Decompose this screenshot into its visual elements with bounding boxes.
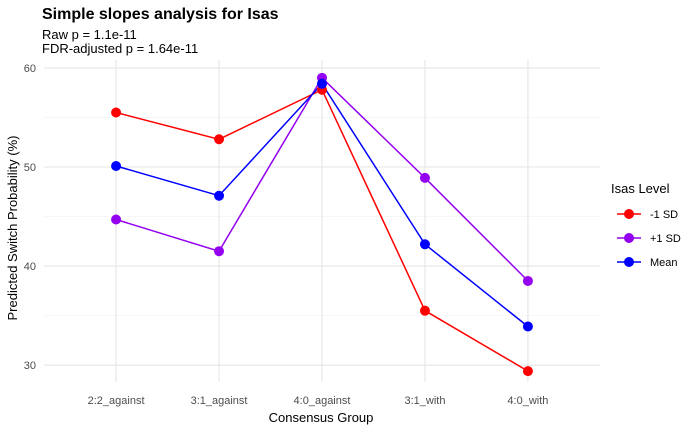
data-point (522, 366, 533, 377)
data-point (419, 172, 430, 183)
x-axis-title: Consensus Group (269, 410, 374, 425)
x-tick-label: 3:1_against (191, 395, 248, 407)
x-axis-ticks: 2:2_against 3:1_against 4:0_against 3:1_wit… (88, 395, 549, 407)
data-point (214, 246, 225, 257)
data-point (214, 190, 225, 201)
y-axis-title: Predicted Switch Probability (%) (5, 136, 20, 321)
y-tick-label: 40 (24, 261, 36, 273)
y-tick-label: 30 (24, 360, 36, 372)
legend-title: Isas Level (611, 181, 670, 196)
data-point (214, 134, 225, 145)
grid-lines (44, 60, 600, 382)
x-tick-label: 3:1_with (404, 395, 445, 407)
legend-item: -1 SD (617, 209, 678, 221)
data-point (419, 305, 430, 316)
legend-label: +1 SD (650, 233, 681, 245)
x-tick-label: 4:0_with (507, 395, 548, 407)
x-tick-label: 4:0_against (294, 395, 351, 407)
data-point (111, 107, 122, 118)
y-tick-label: 60 (24, 63, 36, 75)
chart-subtitle-fdr-p: FDR-adjusted p = 1.64e-11 (42, 41, 199, 56)
legend-key-point (624, 257, 634, 267)
y-tick-label: 50 (24, 162, 36, 174)
legend-item: +1 SD (617, 233, 681, 245)
series-points (111, 72, 533, 377)
x-tick-label: 2:2_against (88, 395, 145, 407)
data-point (317, 78, 327, 89)
data-point (419, 239, 430, 250)
y-axis-ticks: 30 40 50 60 (24, 63, 36, 372)
legend-label: Mean (650, 257, 678, 269)
data-point (522, 275, 533, 286)
legend-key-point (624, 233, 634, 243)
legend-key-point (624, 209, 634, 219)
chart-title: Simple slopes analysis for Isas (42, 6, 279, 23)
data-point (522, 321, 533, 332)
chart-subtitle-raw-p: Raw p = 1.1e-11 (42, 27, 137, 42)
legend-item: Mean (617, 257, 678, 269)
data-point (111, 161, 122, 172)
legend-label: -1 SD (650, 209, 678, 221)
legend: Isas Level -1 SD +1 SD Mean (611, 181, 681, 269)
data-point (111, 214, 122, 225)
